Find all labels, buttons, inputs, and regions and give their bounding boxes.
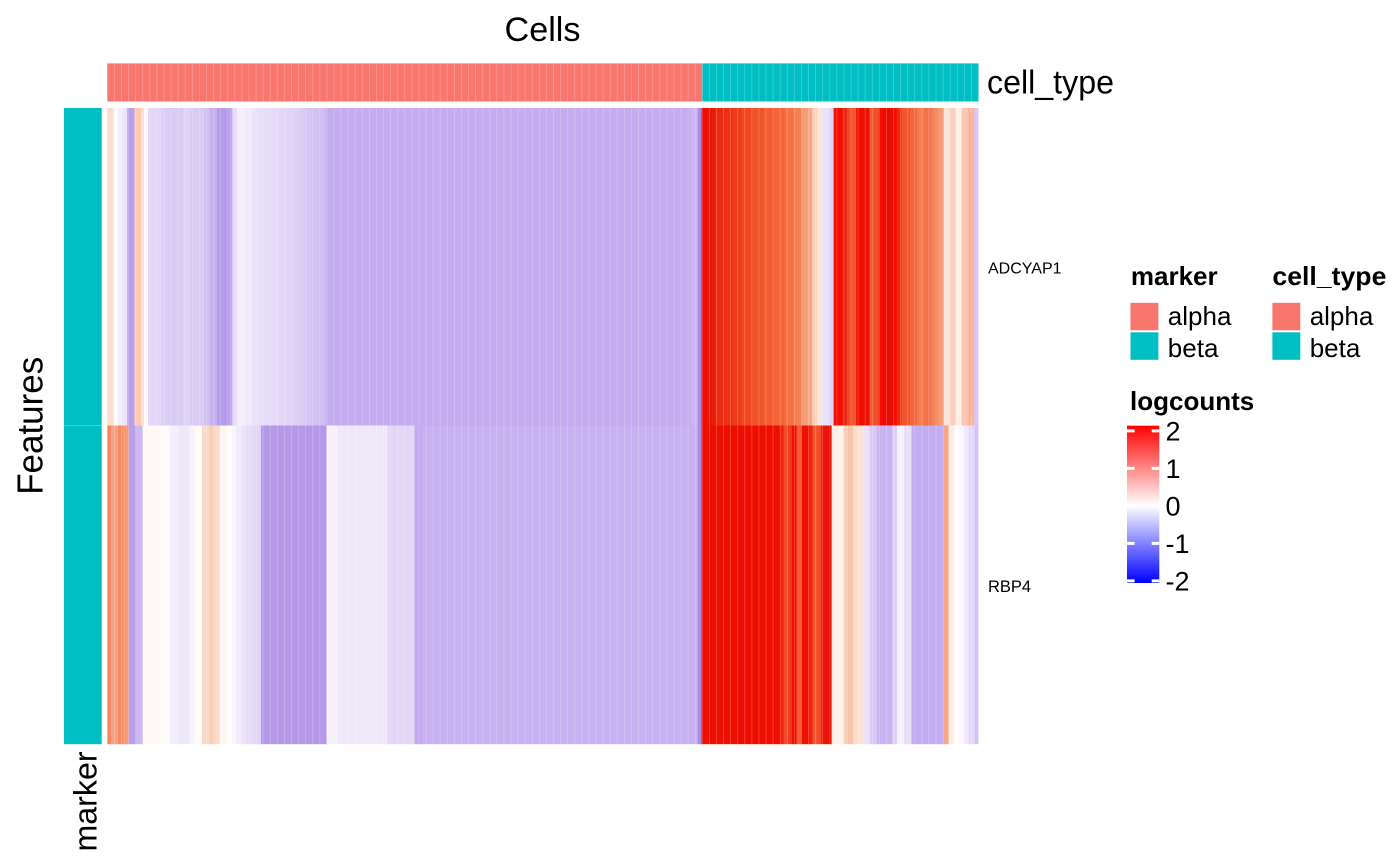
svg-text:cell_type: cell_type <box>987 64 1114 101</box>
svg-text:2: 2 <box>1166 416 1181 446</box>
svg-text:cell_type: cell_type <box>1272 261 1386 291</box>
svg-text:Features: Features <box>10 357 51 495</box>
svg-text:0: 0 <box>1166 491 1181 521</box>
svg-text:ADCYAP1: ADCYAP1 <box>988 261 1062 278</box>
svg-text:alpha: alpha <box>1310 301 1374 331</box>
svg-text:marker: marker <box>1131 261 1218 291</box>
svg-text:RBP4: RBP4 <box>988 578 1031 596</box>
svg-text:beta: beta <box>1310 333 1361 363</box>
svg-text:1: 1 <box>1166 454 1181 484</box>
svg-text:beta: beta <box>1168 333 1219 363</box>
svg-text:-2: -2 <box>1166 566 1190 596</box>
svg-text:marker: marker <box>68 751 104 851</box>
svg-text:logcounts: logcounts <box>1130 386 1254 416</box>
svg-text:alpha: alpha <box>1168 301 1232 331</box>
svg-text:-1: -1 <box>1166 529 1190 559</box>
svg-text:Cells: Cells <box>505 11 581 49</box>
